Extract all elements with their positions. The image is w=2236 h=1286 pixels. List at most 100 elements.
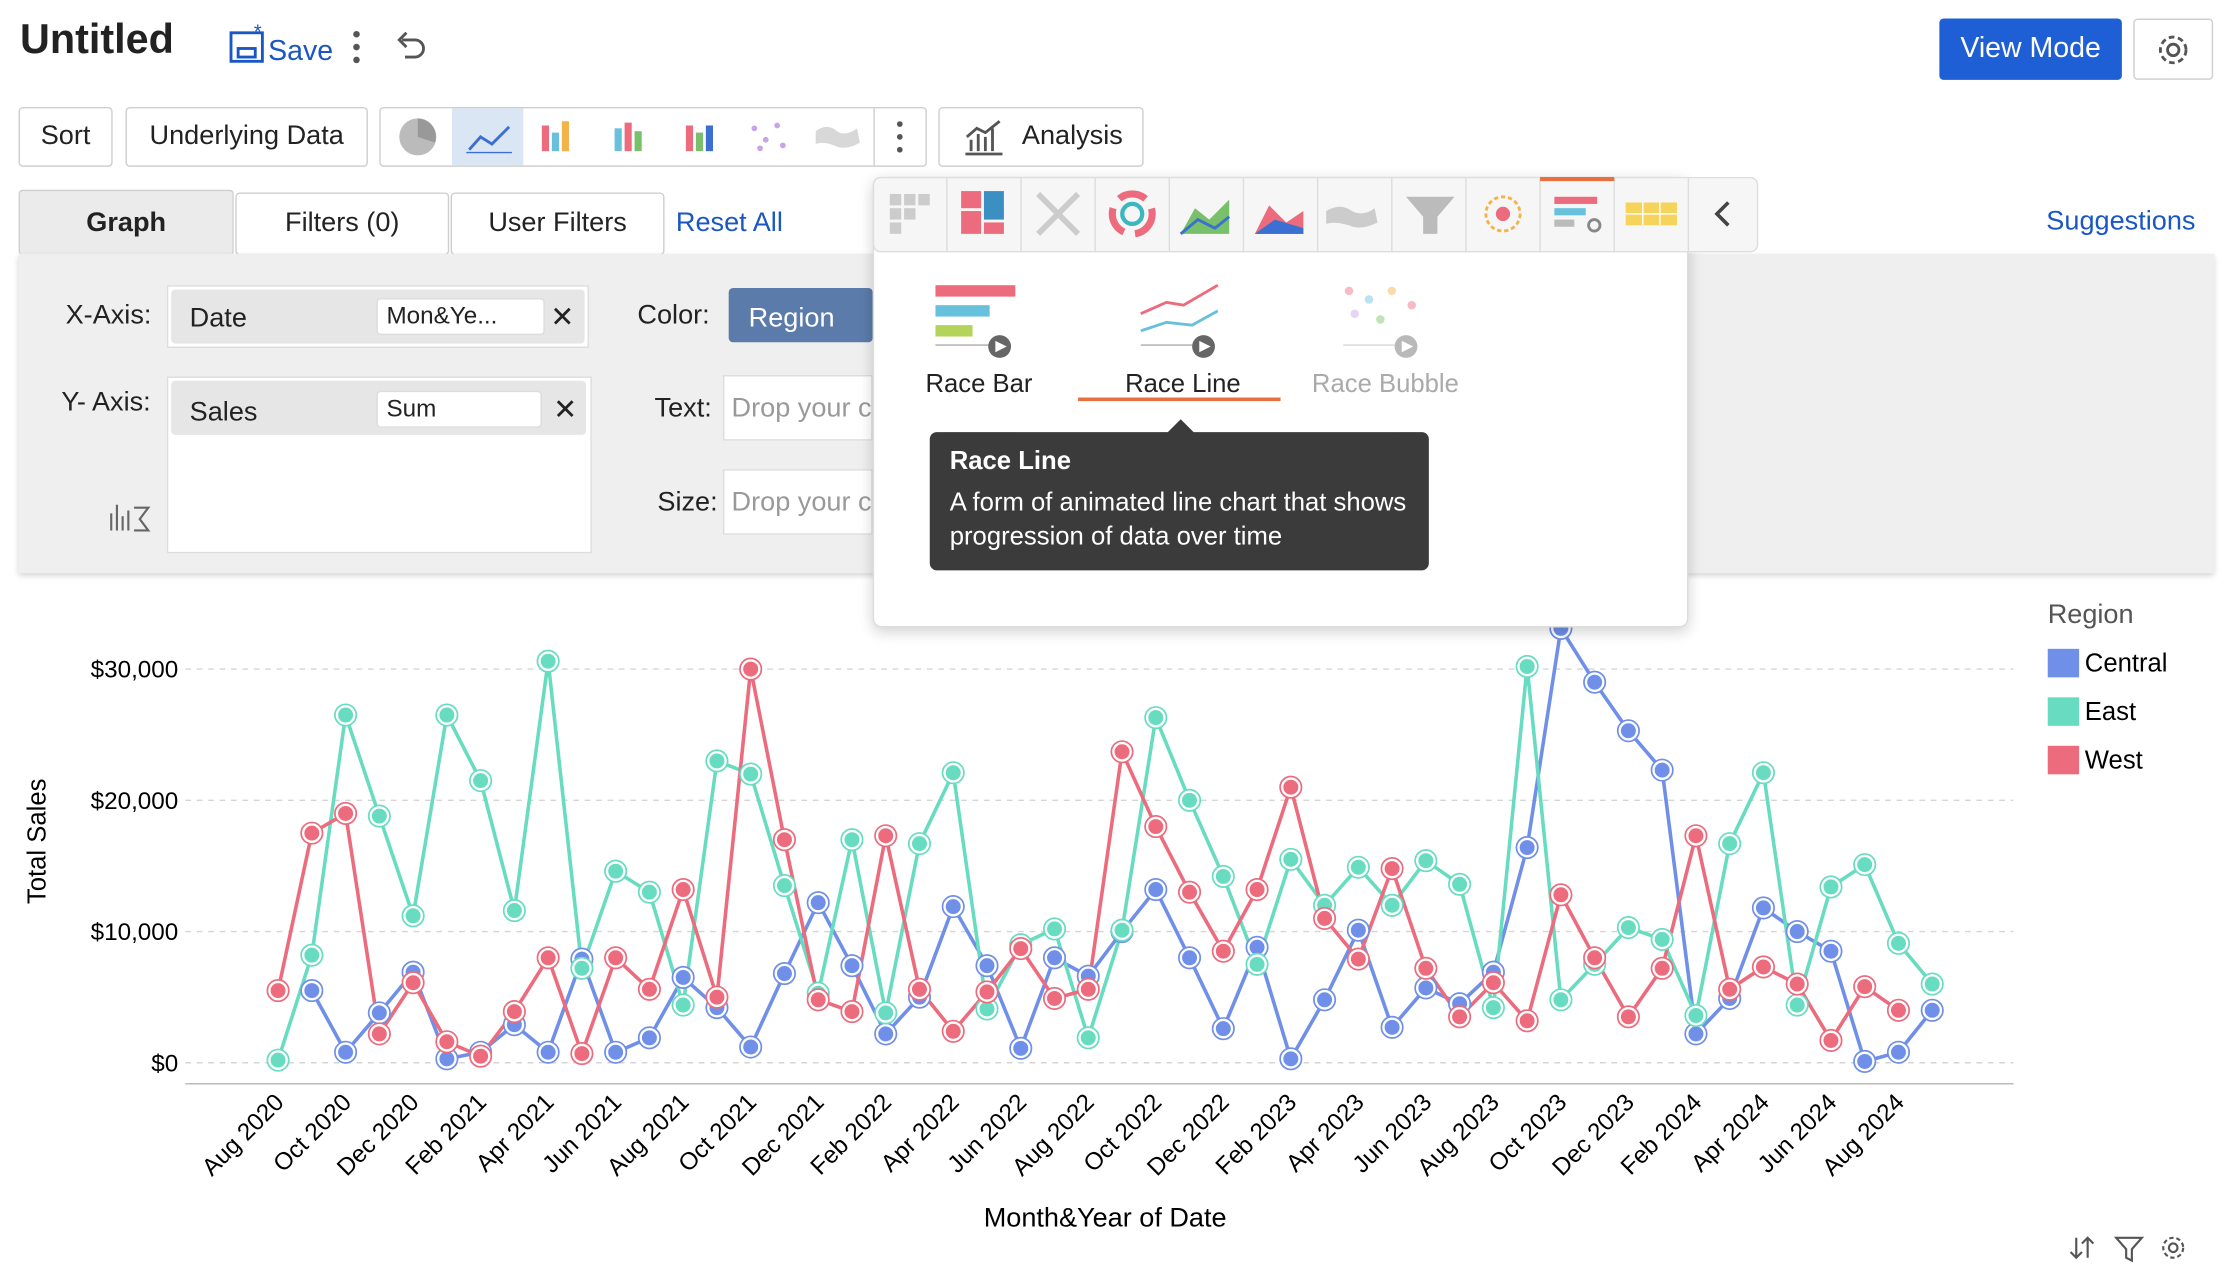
data-point [975, 954, 999, 977]
data-point-ring [671, 993, 695, 1017]
data-point-ring [1279, 775, 1303, 799]
data-point [1752, 761, 1775, 784]
data-point [1853, 1050, 1876, 1073]
x-func-dropdown[interactable]: Mon&Ye... [376, 298, 545, 336]
data-point-ring [266, 1048, 290, 1072]
reset-all-link[interactable]: Reset All [675, 208, 783, 239]
race-icons[interactable] [927, 279, 1469, 407]
data-point-ring [367, 804, 391, 828]
analysis-button[interactable]: Analysis [938, 106, 1144, 167]
data-point-ring [874, 1001, 898, 1025]
chart-footer-icons[interactable] [2068, 1229, 2196, 1266]
data-point-ring [1076, 977, 1100, 1001]
data-point-ring [840, 954, 864, 978]
chart-type-bar [379, 106, 927, 167]
sort-button[interactable]: Sort [18, 106, 113, 167]
data-point [1752, 955, 1775, 979]
tooltip-body: A form of animated line chart that shows… [949, 487, 1407, 551]
data-point-ring [705, 985, 729, 1009]
data-point [300, 822, 323, 845]
data-point [975, 980, 999, 1003]
tooltip-arrow [1166, 419, 1195, 434]
data-point [773, 828, 796, 851]
x-func: Mon&Ye... [386, 302, 498, 330]
data-point-ring [1515, 836, 1539, 860]
data-point [874, 1001, 897, 1024]
data-point [1347, 948, 1370, 971]
data-point [300, 979, 323, 1002]
chart-type-icons[interactable] [381, 108, 926, 166]
user-filters-tab[interactable]: User Filters [450, 192, 665, 256]
data-point-ring [806, 891, 830, 915]
more-menu[interactable] [345, 29, 368, 66]
data-point [807, 891, 830, 914]
data-point-ring [502, 1000, 526, 1024]
data-point [1819, 1029, 1843, 1052]
data-point-ring [1177, 880, 1202, 904]
underlying-data-button[interactable]: Underlying Data [125, 106, 368, 167]
data-point [435, 1030, 458, 1053]
size-placeholder: Drop your c [731, 487, 872, 518]
filters-tab[interactable]: Filters (0) [235, 192, 450, 256]
settings-button[interactable] [2133, 18, 2214, 80]
data-point-ring [502, 898, 526, 923]
gear-icon [2158, 34, 2188, 64]
view-mode-button[interactable]: View Mode [1939, 18, 2122, 80]
data-point-ring [1245, 877, 1269, 902]
data-point-ring [1751, 955, 1775, 979]
data-point [1381, 857, 1404, 880]
data-point [1651, 928, 1674, 951]
data-point-ring [1583, 946, 1607, 970]
data-point-ring [1009, 1036, 1033, 1060]
data-point [1583, 671, 1606, 694]
data-point-ring [671, 877, 695, 902]
data-point [1077, 978, 1100, 1001]
data-point [1212, 865, 1235, 888]
text-placeholder: Drop your c [731, 393, 872, 424]
suggestions-link[interactable]: Suggestions [2004, 206, 2196, 238]
data-point-ring [300, 943, 324, 967]
race-line-option[interactable]: Race Line [1125, 369, 1241, 398]
data-point [840, 954, 864, 977]
data-point [1381, 1016, 1404, 1039]
aggregate-icon[interactable] [108, 499, 151, 533]
data-point-ring [1481, 996, 1505, 1020]
data-point-ring [266, 979, 290, 1003]
x-remove[interactable]: ✕ [550, 302, 575, 334]
race-bar-option[interactable]: Race Bar [925, 369, 1033, 398]
data-point-ring [772, 874, 796, 898]
data-point-ring [1144, 877, 1168, 902]
data-point [1448, 1005, 1471, 1028]
data-point-ring [1616, 1005, 1640, 1029]
save-button[interactable]: Save [268, 35, 334, 68]
data-point [368, 805, 391, 828]
color-field-pill[interactable]: Region [728, 288, 873, 343]
data-point [1043, 987, 1066, 1010]
data-point [1246, 953, 1269, 976]
data-point [1144, 706, 1167, 729]
data-point [1144, 878, 1167, 901]
data-point-ring [1245, 952, 1269, 976]
text-drop[interactable]: Drop your c [722, 375, 873, 441]
popup-icon-strip[interactable] [872, 176, 1760, 254]
data-point [1414, 849, 1437, 872]
size-drop[interactable]: Drop your c [722, 469, 873, 535]
data-point [840, 828, 864, 851]
data-point-ring [1684, 1003, 1708, 1028]
suggestions-label: Suggestions [2046, 206, 2196, 237]
data-point [1684, 824, 1707, 847]
y-remove[interactable]: ✕ [553, 395, 578, 427]
data-point [739, 763, 762, 786]
save-icon[interactable]: * [228, 24, 268, 64]
y-tick-label: $0 [151, 1050, 178, 1077]
undo-button[interactable] [394, 29, 428, 63]
graph-tab[interactable]: Graph [18, 189, 234, 256]
data-point-ring [1211, 1017, 1235, 1041]
race-bubble-option[interactable]: Race Bubble [1311, 369, 1459, 398]
data-point-ring [1042, 917, 1067, 941]
data-point [942, 1020, 965, 1043]
y-func-dropdown[interactable]: Sum [376, 390, 542, 428]
data-point-ring [1177, 946, 1202, 970]
y-axis-title: Total Sales [24, 779, 52, 905]
